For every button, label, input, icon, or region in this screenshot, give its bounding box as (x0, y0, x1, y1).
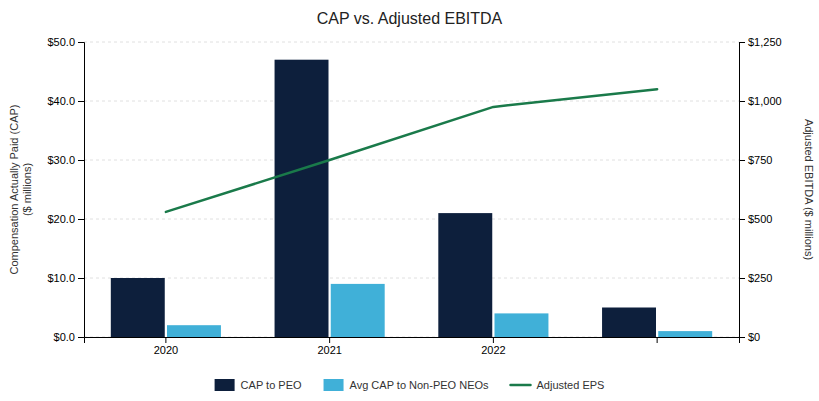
grid (84, 42, 739, 337)
y2-tick: $250 (739, 272, 772, 284)
legend-label: Avg CAP to Non-PEO NEOs (350, 379, 489, 391)
legend-swatch (324, 379, 344, 391)
x-axis: 2020 2021 2022 (85, 337, 740, 356)
title: CAP vs. Adjusted EBITDA (317, 10, 503, 27)
x-tick-mark (165, 337, 166, 343)
x-tick: 2020 (154, 337, 178, 356)
bar-series (111, 60, 656, 337)
y-tick-label: $30.0 (47, 154, 75, 166)
grid-line (84, 160, 739, 161)
line (166, 89, 657, 212)
y2-tick: $0 (739, 331, 760, 343)
legend-label: Adjusted EPS (537, 379, 605, 391)
y2-axis-title: Adjusted EBITDA ($ millions) (803, 119, 815, 260)
y2-tick-mark (739, 219, 745, 220)
x-tick-label: 2020 (154, 344, 178, 356)
y2-tick-label: $250 (748, 272, 772, 284)
y-tick-label: $0.0 (54, 331, 75, 343)
y2-axis: $0 $250 $500 $750 $1,000 $1,250 (739, 36, 782, 343)
grid-line (84, 278, 739, 279)
y-tick-mark (78, 42, 84, 43)
y-tick: $30.0 (47, 154, 84, 166)
y-tick-mark (78, 219, 84, 220)
y2-tick: $1,000 (739, 95, 782, 107)
x-tick-label: 2022 (481, 344, 505, 356)
x-tick-label: 2021 (317, 344, 341, 356)
grid-line (84, 42, 739, 43)
y2-axis-line (740, 43, 746, 338)
legend-swatch (511, 384, 531, 387)
x-tick: 2021 (317, 337, 341, 356)
x-axis-line (85, 338, 740, 344)
y-axis: $0.0 $10.0 $20.0 $30.0 $40.0 $50.0 (47, 36, 84, 343)
x-tick-mark (657, 337, 658, 343)
y-tick-label: $20.0 (47, 213, 75, 225)
bar (167, 325, 221, 337)
y2-tick-mark (739, 160, 745, 161)
y-tick: $20.0 (47, 213, 84, 225)
x-tick (657, 337, 658, 343)
bar-series (167, 284, 712, 337)
y-axis-title: Compensation Actually Paid (CAP)($ milli… (8, 105, 33, 275)
x-tick: 2022 (481, 337, 505, 356)
legend-item: CAP to PEO (215, 379, 302, 391)
y2-tick-mark (739, 278, 745, 279)
y-tick: $50.0 (47, 36, 84, 48)
x-tick-mark (493, 337, 494, 343)
grid-line (84, 101, 739, 102)
y-tick-label: $50.0 (47, 36, 75, 48)
x-tick-mark (329, 337, 330, 343)
bar (602, 308, 656, 338)
y-axis-line (78, 43, 85, 338)
y2-tick-mark (739, 337, 745, 338)
y2-tick: $1,250 (739, 36, 782, 48)
legend-label: CAP to PEO (241, 379, 302, 391)
y-tick-mark (78, 101, 84, 102)
y2-tick: $500 (739, 213, 772, 225)
grid-line (84, 219, 739, 220)
y2-tick-label: $0 (748, 331, 760, 343)
legend-item: Avg CAP to Non-PEO NEOs (324, 379, 489, 391)
y2-tick-mark (739, 101, 745, 102)
bar (438, 213, 492, 337)
y2-tick-label: $500 (748, 213, 772, 225)
y2-tick-label: $1,000 (748, 95, 782, 107)
y-tick-label: $10.0 (47, 272, 75, 284)
y-axis-title-line: Compensation Actually Paid (CAP) (8, 105, 20, 275)
marks (111, 60, 712, 337)
y-tick-label: $40.0 (47, 95, 75, 107)
y2-tick-label: $750 (748, 154, 772, 166)
legend-item: Adjusted EPS (511, 379, 605, 391)
legend-swatch (215, 379, 235, 391)
plot: 2020 2021 2022 $0.0 $10.0 $20.0 $30.0 $40.0 $50.… (8, 36, 815, 356)
legend: CAP to PEO Avg CAP to Non-PEO NEOs Adjuste… (215, 379, 605, 391)
y-tick-mark (78, 160, 84, 161)
bar (111, 278, 165, 337)
y2-tick-mark (739, 42, 745, 43)
y2-tick: $750 (739, 154, 772, 166)
chart: 2020 2021 2022 $0.0 $10.0 $20.0 $30.0 $40.0 $50.… (0, 0, 819, 401)
bar (275, 60, 329, 337)
y-tick: $10.0 (47, 272, 84, 284)
bar (331, 284, 385, 337)
y-tick-mark (78, 278, 84, 279)
y-tick: $0.0 (54, 331, 84, 343)
bar (658, 331, 712, 337)
y-tick-mark (78, 337, 84, 338)
bar (494, 313, 548, 337)
y2-tick-label: $1,250 (748, 36, 782, 48)
y-tick: $40.0 (47, 95, 84, 107)
y-axis-title-line: ($ millions) (21, 163, 33, 216)
